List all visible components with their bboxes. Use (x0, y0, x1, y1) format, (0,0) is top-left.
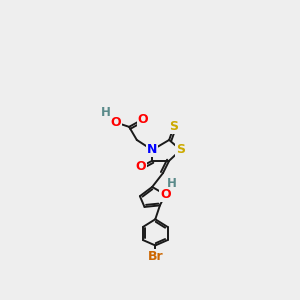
Text: O: O (160, 188, 171, 201)
Text: N: N (147, 143, 158, 157)
Text: H: H (167, 177, 177, 190)
Text: O: O (138, 113, 148, 126)
Text: H: H (101, 106, 111, 119)
Text: O: O (110, 116, 121, 129)
Text: O: O (135, 160, 146, 173)
Text: S: S (169, 120, 178, 134)
Text: S: S (176, 143, 185, 157)
Text: Br: Br (148, 250, 163, 263)
